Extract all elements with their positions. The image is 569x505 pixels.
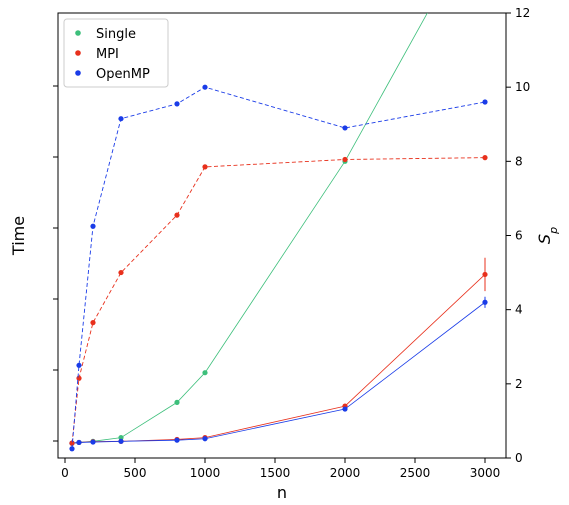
speedup-point-openmp <box>118 116 124 122</box>
right-axis-label-main: S <box>535 234 554 244</box>
time-point-single <box>118 435 124 441</box>
speedup-point-mpi <box>118 269 124 276</box>
axis-labels: n Time Sp <box>9 216 560 502</box>
speedup-point-mpi <box>342 156 348 163</box>
speedup-line-mpi <box>71 157 486 444</box>
axes: 0 500 1000 1500 2000 2500 3000 0 2 4 6 8 10 12 <box>53 6 530 480</box>
legend-box <box>63 18 169 88</box>
speedup-point-mpi <box>90 320 96 326</box>
x-tick-label: 0 <box>61 466 69 480</box>
x-tick-label: 2500 <box>400 466 431 480</box>
right-y-tick-label: 4 <box>515 303 523 317</box>
time-point-mpi <box>482 271 488 278</box>
speedup-point-openmp <box>482 99 488 105</box>
legend-marker-openmp <box>75 70 81 76</box>
speedup-point-mpi <box>202 164 208 170</box>
time-point-openmp <box>76 439 82 446</box>
x-tick-label: 2000 <box>330 466 361 480</box>
x-tick-label: 500 <box>124 466 147 480</box>
speedup-point-mpi <box>76 375 82 381</box>
right-y-tick-label: 8 <box>515 154 523 168</box>
time-point-openmp <box>482 299 488 305</box>
right-y-axis-label: Sp <box>535 227 560 244</box>
time-point-openmp <box>90 439 96 445</box>
time-point-single <box>202 370 208 376</box>
x-axis-label: n <box>277 483 287 501</box>
legend-label-single: Single <box>96 27 136 42</box>
speedup-point-mpi <box>69 440 75 446</box>
legend-marker-mpi <box>75 50 81 56</box>
speedup-point-openmp <box>202 84 208 90</box>
right-y-tick-label: 12 <box>515 6 530 20</box>
speedup-point-openmp <box>69 446 75 452</box>
legend-label-mpi: MPI <box>96 47 119 62</box>
right-y-tick-label: 10 <box>515 80 530 94</box>
right-axis-label-sub: p <box>547 227 560 235</box>
x-tick-label: 1500 <box>260 466 291 480</box>
time-point-single <box>174 399 180 405</box>
speedup-point-openmp <box>174 101 180 107</box>
legend-label-openmp: OpenMP <box>96 67 150 82</box>
series-layer <box>69 13 488 452</box>
speedup-point-openmp <box>76 362 82 368</box>
time-point-openmp <box>202 436 208 442</box>
left-y-axis-label: Time <box>9 216 28 256</box>
x-tick-label: 1000 <box>190 466 221 480</box>
time-point-openmp <box>342 406 348 412</box>
right-y-tick-label: 2 <box>515 377 523 391</box>
speedup-point-openmp <box>342 125 348 131</box>
time-point-openmp <box>118 438 124 444</box>
x-tick-label: 3000 <box>470 466 501 480</box>
time-point-openmp <box>174 437 180 443</box>
legend-marker-single <box>75 30 81 36</box>
legend: Single MPI OpenMP <box>63 18 169 88</box>
time-line-mpi <box>71 274 486 444</box>
speedup-point-openmp <box>90 223 96 229</box>
time-line-openmp <box>71 301 486 444</box>
speedup-point-mpi <box>174 212 180 218</box>
speedup-point-mpi <box>482 155 488 161</box>
right-y-tick-label: 6 <box>515 229 523 243</box>
right-y-tick-label: 0 <box>515 451 523 465</box>
speedup-line-openmp <box>71 86 486 449</box>
